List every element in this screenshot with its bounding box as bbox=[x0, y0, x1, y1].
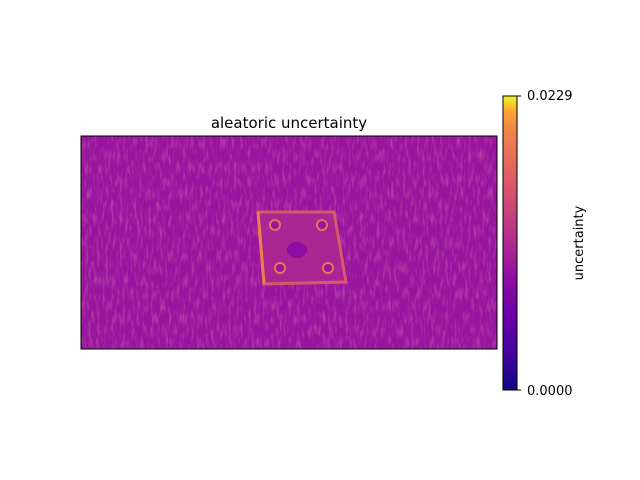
plate-center-spot bbox=[287, 242, 307, 258]
chart-title: aleatoric uncertainty bbox=[211, 114, 367, 132]
heatmap-image bbox=[81, 136, 497, 349]
plate-corner-hole bbox=[274, 262, 286, 274]
plate-corner-hole bbox=[322, 262, 334, 274]
colorbar: 0.0229 0.0000 uncertainty bbox=[502, 89, 587, 399]
colorbar-gradient bbox=[502, 95, 518, 391]
plate-corner-hole bbox=[269, 219, 281, 231]
plate-feature bbox=[256, 210, 348, 286]
plate-corner-hole bbox=[316, 219, 328, 231]
colorbar-label: uncertainty bbox=[572, 205, 587, 280]
colorbar-tick-label-max: 0.0229 bbox=[527, 89, 573, 104]
colorbar-tick-label-min: 0.0000 bbox=[527, 384, 573, 399]
plot-frame bbox=[80, 135, 498, 350]
plate-bright-edge bbox=[256, 211, 266, 285]
